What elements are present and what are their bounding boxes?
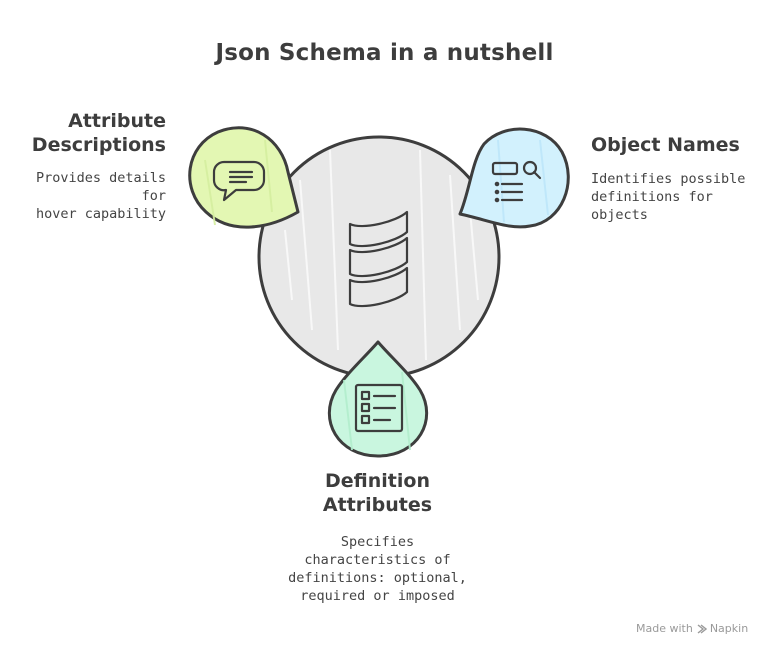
node-heading: Attribute Descriptions (31, 110, 166, 156)
node-heading: Definition Attributes (322, 470, 433, 516)
label-attribute-descriptions: Attribute Descriptions Provides details … (20, 109, 166, 223)
label-definition-attributes: Definition Attributes Specifies characte… (270, 469, 485, 605)
speech-bubble-icon (212, 160, 266, 202)
watermark-brand: Napkin (697, 622, 748, 635)
watermark-brand-name: Napkin (709, 622, 749, 635)
page-title: Json Schema in a nutshell (215, 40, 554, 66)
label-object-names: Object Names Identifies possible definit… (591, 133, 766, 224)
checklist-icon (354, 383, 404, 433)
node-description: Provides details for hover capability (35, 170, 166, 222)
scala-logo-icon (348, 210, 409, 308)
node-description: Identifies possible definitions for obje… (591, 171, 746, 223)
watermark-prefix: Made with (636, 622, 693, 635)
node-object-names (458, 127, 570, 229)
center-circle (257, 135, 501, 379)
node-description: Specifies characteristics of definitions… (288, 534, 467, 604)
watermark[interactable]: Made with Napkin (636, 622, 748, 635)
search-list-icon (491, 160, 542, 203)
node-heading: Object Names (591, 134, 740, 156)
napkin-logo-icon (697, 623, 707, 634)
